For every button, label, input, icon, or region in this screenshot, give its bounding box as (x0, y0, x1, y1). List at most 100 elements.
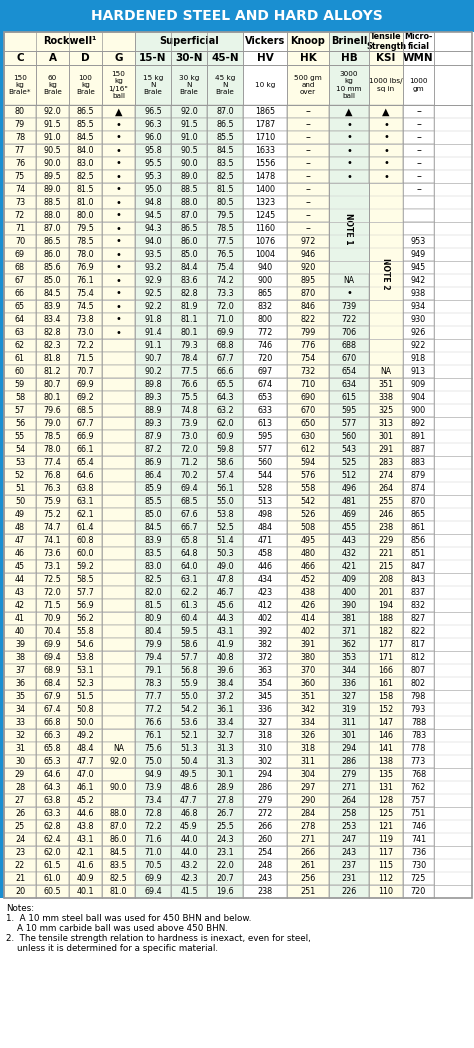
Text: Superficial: Superficial (159, 37, 219, 46)
Text: 161: 161 (379, 679, 393, 687)
Bar (69, 716, 102, 729)
Text: •: • (116, 197, 121, 208)
Text: 892: 892 (411, 419, 426, 428)
Bar (403, 170, 434, 183)
Text: 458: 458 (257, 549, 273, 558)
Bar (329, 560, 369, 573)
Bar (102, 403, 135, 417)
Bar (171, 430, 207, 443)
Text: 754: 754 (301, 354, 316, 363)
Bar (4, 209, 36, 222)
Bar (369, 391, 403, 403)
Text: 74.2: 74.2 (216, 276, 234, 285)
Bar (135, 573, 171, 586)
Bar (207, 573, 243, 586)
Bar (403, 638, 434, 651)
Text: 90.2: 90.2 (144, 367, 162, 376)
Text: 92.9: 92.9 (144, 276, 162, 285)
Text: 79.5: 79.5 (216, 211, 234, 220)
Text: 39.6: 39.6 (216, 665, 234, 675)
Text: 560: 560 (341, 432, 356, 441)
Text: 49.2: 49.2 (77, 732, 94, 740)
Bar (135, 495, 171, 508)
Text: 84.5: 84.5 (109, 848, 128, 857)
Text: 60.8: 60.8 (77, 536, 94, 545)
Bar (135, 157, 171, 170)
Text: 773: 773 (411, 757, 426, 766)
Bar (207, 417, 243, 430)
Bar (36, 313, 69, 326)
Text: 237: 237 (341, 861, 356, 870)
Bar (171, 183, 207, 196)
Text: •: • (346, 158, 352, 169)
Text: 730: 730 (411, 861, 426, 870)
Bar (135, 326, 171, 339)
Bar (329, 287, 369, 300)
Bar (207, 599, 243, 612)
Text: 560: 560 (257, 458, 273, 467)
Bar (287, 287, 329, 300)
Bar (36, 352, 69, 365)
Bar (329, 352, 369, 365)
Text: Brinell: Brinell (331, 37, 367, 46)
Bar (207, 235, 243, 248)
Text: •: • (346, 146, 352, 155)
Bar (243, 807, 287, 820)
Bar (287, 456, 329, 470)
Text: 47: 47 (15, 536, 25, 545)
Text: 318: 318 (257, 732, 273, 740)
Text: 946: 946 (301, 250, 316, 259)
Bar (369, 716, 403, 729)
Bar (207, 742, 243, 755)
Text: 92.0: 92.0 (180, 107, 198, 116)
Text: 48: 48 (15, 523, 25, 532)
Text: 63.1: 63.1 (180, 575, 198, 584)
Text: 402: 402 (301, 627, 316, 636)
Bar (243, 508, 287, 521)
Bar (287, 612, 329, 625)
Bar (369, 521, 403, 534)
Bar (287, 196, 329, 209)
Text: 32.7: 32.7 (216, 732, 234, 740)
Bar (243, 482, 287, 495)
Text: •: • (116, 184, 121, 195)
Text: 71.0: 71.0 (144, 848, 162, 857)
Text: 27: 27 (15, 796, 25, 805)
Bar (287, 521, 329, 534)
Bar (329, 729, 369, 742)
Text: –: – (306, 197, 310, 208)
Bar (287, 378, 329, 391)
Bar (369, 599, 403, 612)
Bar (369, 378, 403, 391)
Bar (287, 794, 329, 807)
Text: 772: 772 (257, 328, 273, 337)
Text: 41: 41 (15, 614, 25, 623)
Text: 75.2: 75.2 (44, 510, 62, 519)
Bar (171, 703, 207, 716)
Text: 57: 57 (15, 406, 25, 415)
Text: 260: 260 (257, 835, 273, 844)
Bar (403, 65, 434, 105)
Text: 69.9: 69.9 (44, 640, 61, 649)
Text: 64.6: 64.6 (44, 770, 61, 779)
Bar (36, 144, 69, 157)
Bar (329, 157, 369, 170)
Text: 61.3: 61.3 (180, 601, 198, 610)
Bar (369, 365, 403, 378)
Text: 76.8: 76.8 (44, 471, 61, 480)
Bar (207, 105, 243, 118)
Text: 1000
gm: 1000 gm (409, 79, 428, 91)
Text: 345: 345 (257, 692, 273, 701)
Text: 402: 402 (257, 614, 273, 623)
Bar (403, 196, 434, 209)
Bar (102, 625, 135, 638)
Text: 75.6: 75.6 (144, 744, 162, 754)
Text: 783: 783 (411, 732, 426, 740)
Text: 30 kg
N
Brale: 30 kg N Brale (179, 74, 199, 95)
Text: 75.4: 75.4 (216, 263, 234, 272)
Bar (369, 456, 403, 470)
Bar (4, 690, 36, 703)
Bar (135, 118, 171, 131)
Bar (36, 456, 69, 470)
Bar (243, 872, 287, 885)
